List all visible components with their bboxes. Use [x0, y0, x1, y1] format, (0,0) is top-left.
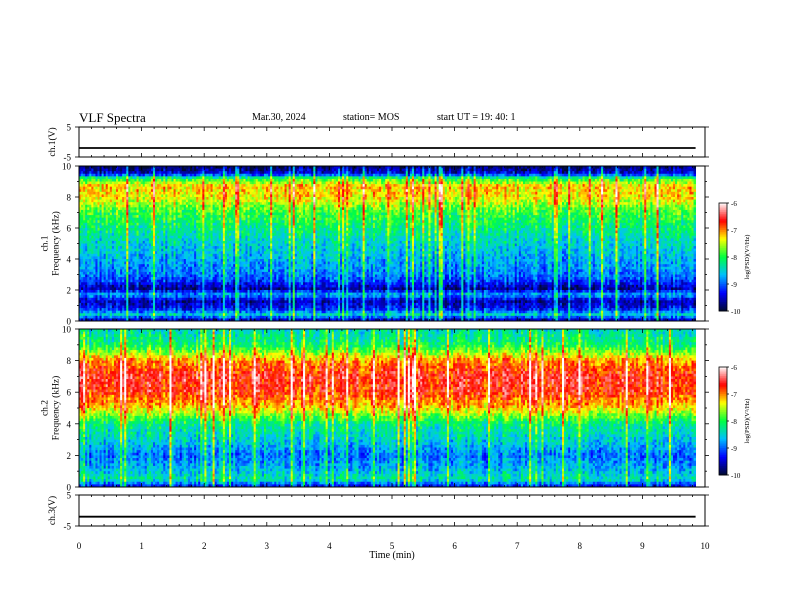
colorbar-tick-label: -8: [731, 254, 737, 262]
y-tick-label: 4: [67, 419, 72, 429]
colorbar-tick-label: -8: [731, 418, 737, 426]
y-tick-label: 5: [67, 123, 72, 133]
vlf-spectra-figure: VLF Spectra Mar.30, 2024 station= MOS st…: [0, 0, 792, 612]
y-axis-label: ch.1 Frequency (kHz): [41, 211, 62, 276]
colorbar-label: log(PSD)(V²/Hz): [744, 235, 751, 280]
x-tick-label: 8: [578, 541, 583, 551]
y-axis-label-line: ch.2: [41, 400, 51, 416]
x-tick-label: 10: [701, 541, 711, 551]
colorbar-tick-label: -10: [731, 308, 741, 316]
x-tick-label: 2: [202, 541, 207, 551]
colorbar-label-text: log(PSD)(V²/Hz): [744, 235, 751, 280]
y-tick-label: 8: [67, 193, 72, 203]
x-tick-label: 7: [515, 541, 520, 551]
y-axis-label-line: ch.1(V): [47, 127, 58, 156]
colorbar-tick-label: -7: [731, 227, 737, 235]
y-tick-label: 2: [67, 451, 72, 461]
x-tick-label: 6: [452, 541, 457, 551]
y-axis-label: ch.1(V): [47, 127, 58, 156]
x-axis-label: Time (min): [369, 550, 414, 561]
y-tick-label: 6: [67, 388, 72, 398]
spectra-plot: 5-5ch.1(V)0246810ch.1 Frequency (kHz)0246…: [0, 0, 792, 612]
ch2-colorbar: -6 -7 -8 -9 -10 log(PSD)(V²/Hz): [719, 364, 751, 480]
colorbar-tick-label: -6: [731, 200, 737, 208]
y-axis-label-line: ch.3(V): [47, 496, 58, 525]
y-axis-label-line: ch.1: [41, 235, 51, 251]
x-tick-label: 0: [77, 541, 82, 551]
colorbar-label: log(PSD)(V²/Hz): [744, 399, 751, 444]
colorbar-tick-label: -6: [731, 364, 737, 372]
x-tick-label: 3: [265, 541, 270, 551]
y-axis-label: ch.3(V): [47, 496, 58, 525]
colorbar-label-text: log(PSD)(V²/Hz): [744, 399, 751, 444]
panel-frame: [79, 495, 705, 526]
colorbar-tick-label: -7: [731, 391, 737, 399]
y-tick-label: 6: [67, 224, 72, 234]
y-tick-label: 8: [67, 356, 72, 366]
x-tick-label: 4: [327, 541, 332, 551]
y-tick-label: 10: [62, 325, 72, 335]
colorbar-tick-label: -9: [731, 281, 737, 289]
y-tick-label: 10: [62, 162, 72, 172]
ch2-spectrogram: [79, 329, 696, 487]
y-tick-label: 4: [67, 255, 72, 265]
colorbar-tick-label: -9: [731, 445, 737, 453]
panel-frame: [79, 127, 705, 157]
y-axis-label-line: Frequency (kHz): [51, 376, 62, 441]
ch1-spectrogram: [79, 166, 696, 321]
y-tick-label: 2: [67, 286, 72, 296]
x-tick-label: 1: [139, 541, 144, 551]
y-axis-label: ch.2 Frequency (kHz): [41, 376, 62, 441]
y-axis-label-line: Frequency (kHz): [51, 211, 62, 276]
x-tick-label: 9: [640, 541, 645, 551]
y-tick-label: -5: [64, 522, 72, 532]
ch1-colorbar: -6 -7 -8 -9 -10 log(PSD)(V²/Hz): [719, 200, 751, 316]
colorbar-tick-label: -10: [731, 472, 741, 480]
y-tick-label: 5: [67, 491, 72, 501]
